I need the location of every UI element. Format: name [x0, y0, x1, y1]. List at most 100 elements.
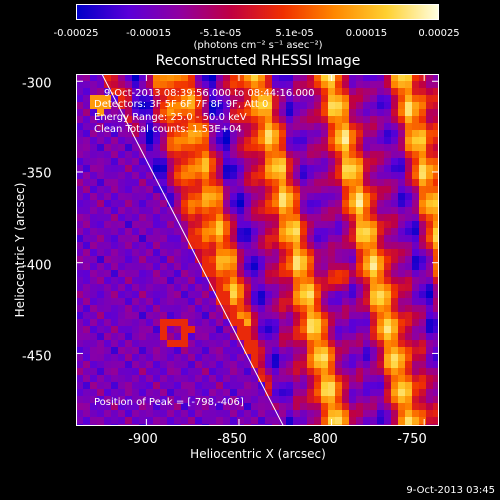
heatmap-cell — [384, 81, 391, 88]
heatmap-cell — [391, 165, 398, 172]
heatmap-cell — [244, 347, 251, 354]
heatmap-cell — [139, 298, 146, 305]
heatmap-cell — [237, 291, 244, 298]
heatmap-cell — [384, 235, 391, 242]
heatmap-cell — [90, 235, 97, 242]
heatmap-cell — [202, 144, 209, 151]
heatmap-cell — [146, 340, 153, 347]
heatmap-cell — [300, 221, 307, 228]
heatmap-cell — [153, 249, 160, 256]
heatmap-cell — [328, 319, 335, 326]
heatmap-cell — [195, 347, 202, 354]
heatmap-cell — [202, 228, 209, 235]
heatmap-cell — [195, 242, 202, 249]
heatmap-cell — [104, 193, 111, 200]
heatmap-cell — [307, 305, 314, 312]
heatmap-cell — [286, 263, 293, 270]
heatmap-cell — [90, 144, 97, 151]
heatmap-cell — [216, 207, 223, 214]
heatmap-cell — [258, 249, 265, 256]
heatmap-cell — [167, 354, 174, 361]
heatmap-cell — [279, 221, 286, 228]
heatmap-cell — [356, 291, 363, 298]
heatmap-cell — [307, 88, 314, 95]
heatmap-cell — [328, 200, 335, 207]
heatmap-cell — [97, 375, 104, 382]
plot-frame — [76, 74, 439, 426]
heatmap-cell — [251, 193, 258, 200]
heatmap-cell — [307, 200, 314, 207]
heatmap-cell — [419, 249, 426, 256]
heatmap-cell — [251, 74, 258, 81]
heatmap-cell — [293, 256, 300, 263]
heatmap-cell — [76, 333, 83, 340]
heatmap-cell — [244, 277, 251, 284]
heatmap-cell — [342, 242, 349, 249]
heatmap-cell — [132, 263, 139, 270]
heatmap-cell — [286, 326, 293, 333]
heatmap-cell — [146, 368, 153, 375]
heatmap-cell — [97, 270, 104, 277]
heatmap-cell — [377, 130, 384, 137]
heatmap-cell — [377, 179, 384, 186]
heatmap-cell — [146, 361, 153, 368]
heatmap-cell — [272, 116, 279, 123]
heatmap-cell — [321, 242, 328, 249]
heatmap-cell — [146, 221, 153, 228]
heatmap-cell — [188, 277, 195, 284]
heatmap-cell — [181, 375, 188, 382]
heatmap-cell — [258, 263, 265, 270]
heatmap-cell — [104, 144, 111, 151]
heatmap-cell — [160, 95, 167, 102]
heatmap-cell — [349, 277, 356, 284]
heatmap-cell — [209, 102, 216, 109]
heatmap-cell — [391, 88, 398, 95]
heatmap-cell — [307, 263, 314, 270]
heatmap-cell — [244, 214, 251, 221]
heatmap-cell — [328, 256, 335, 263]
heatmap-cell — [181, 263, 188, 270]
heatmap-cell — [335, 88, 342, 95]
heatmap-cell — [83, 200, 90, 207]
heatmap-cell — [293, 158, 300, 165]
heatmap-cell — [279, 109, 286, 116]
heatmap-cell — [370, 298, 377, 305]
heatmap-cell — [265, 137, 272, 144]
heatmap-cell — [104, 354, 111, 361]
heatmap-cell — [118, 312, 125, 319]
heatmap-cell — [342, 95, 349, 102]
heatmap-cell — [293, 179, 300, 186]
heatmap-cell — [258, 95, 265, 102]
heatmap-cell — [405, 116, 412, 123]
heatmap-cell — [244, 235, 251, 242]
heatmap-cell — [209, 207, 216, 214]
heatmap-cell — [153, 312, 160, 319]
heatmap-cell — [195, 228, 202, 235]
heatmap-cell — [335, 277, 342, 284]
heatmap-cell — [90, 368, 97, 375]
heatmap-cell — [90, 326, 97, 333]
heatmap-cell — [433, 95, 439, 102]
heatmap-cell — [167, 319, 174, 326]
heatmap-cell — [125, 319, 132, 326]
heatmap-cell — [412, 347, 419, 354]
heatmap-cell — [426, 95, 433, 102]
heatmap-cell — [370, 347, 377, 354]
heatmap-cell — [153, 382, 160, 389]
heatmap-cell — [251, 158, 258, 165]
heatmap-cell — [209, 81, 216, 88]
heatmap-cell — [125, 137, 132, 144]
heatmap-cell — [209, 417, 216, 424]
heatmap-cell — [97, 214, 104, 221]
heatmap-cell — [419, 389, 426, 396]
heatmap-cell — [76, 130, 83, 137]
heatmap-cell — [237, 396, 244, 403]
heatmap-cell — [363, 144, 370, 151]
heatmap-cell — [342, 102, 349, 109]
heatmap-cell — [363, 179, 370, 186]
heatmap-cell — [307, 389, 314, 396]
heatmap-cell — [314, 312, 321, 319]
heatmap-cell — [286, 410, 293, 417]
heatmap-cell — [90, 410, 97, 417]
heatmap-cell — [314, 151, 321, 158]
